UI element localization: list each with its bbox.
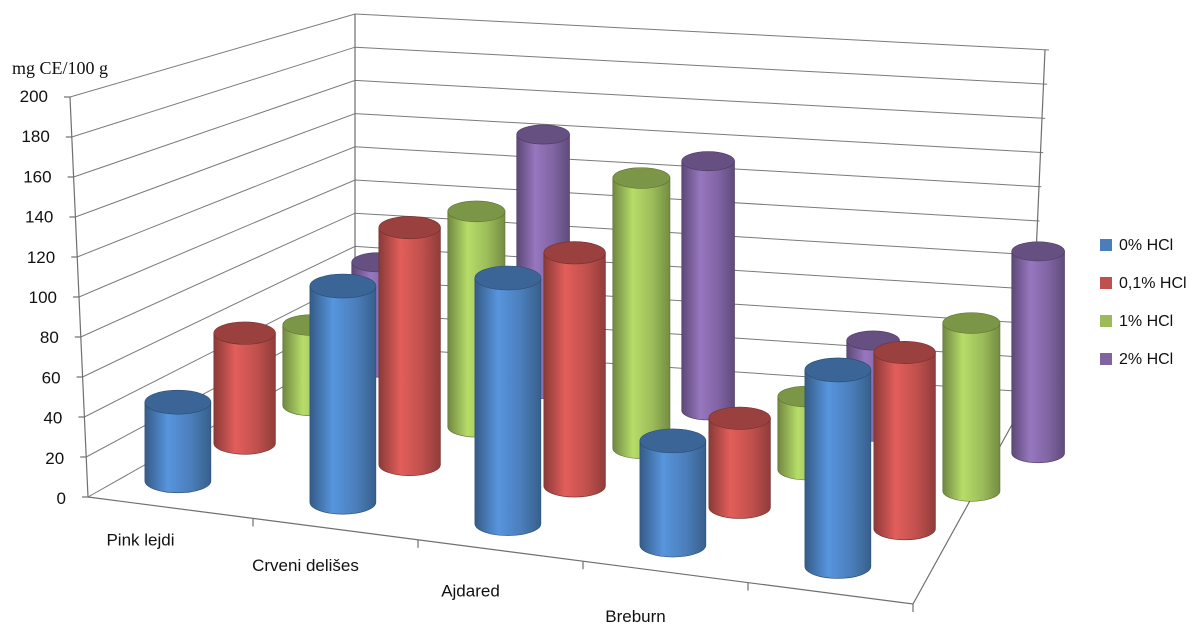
y-unit-label: mg CE/100 g bbox=[12, 58, 108, 78]
bar-top bbox=[309, 273, 377, 299]
bar bbox=[378, 216, 441, 476]
bar-body bbox=[873, 352, 936, 541]
y-tick-label: 0 bbox=[57, 489, 66, 508]
legend-swatch bbox=[1100, 277, 1112, 289]
legend-swatch bbox=[1100, 315, 1112, 327]
bar-top bbox=[144, 389, 212, 415]
bar bbox=[639, 428, 707, 558]
bar-body bbox=[144, 401, 212, 494]
bar bbox=[681, 151, 735, 421]
category-label: Crveni delišes bbox=[252, 556, 359, 575]
y-tick-label: 60 bbox=[42, 368, 61, 387]
legend-item: 0% HCl bbox=[1100, 237, 1173, 254]
y-tick-label: 140 bbox=[25, 208, 53, 227]
bar bbox=[144, 389, 212, 494]
legend: 0% HCl 0,1% HCl 1% HCl 2% HCl bbox=[1100, 237, 1187, 368]
bar-top bbox=[543, 241, 606, 265]
legend-swatch bbox=[1100, 239, 1112, 251]
bars bbox=[144, 124, 1065, 579]
bar-body bbox=[1011, 251, 1065, 464]
legend-swatch bbox=[1100, 353, 1112, 365]
bar bbox=[213, 321, 276, 455]
bar bbox=[873, 340, 936, 541]
bar-body bbox=[708, 417, 771, 519]
legend-label: 1% HCl bbox=[1119, 313, 1173, 330]
bar-top bbox=[378, 216, 441, 240]
bar bbox=[804, 357, 872, 579]
bar-top bbox=[516, 124, 570, 145]
bar bbox=[474, 265, 542, 536]
bar-top bbox=[942, 312, 1001, 334]
bar-body bbox=[378, 227, 441, 476]
bar-top bbox=[681, 151, 735, 172]
y-tick-label: 160 bbox=[23, 167, 51, 186]
bar-body bbox=[804, 369, 872, 579]
legend-item: 0,1% HCl bbox=[1100, 275, 1187, 292]
bar-body bbox=[612, 177, 671, 459]
legend-item: 2% HCl bbox=[1100, 351, 1173, 368]
bar-top bbox=[708, 406, 771, 430]
bar-body bbox=[639, 440, 707, 558]
bar-top bbox=[873, 340, 936, 364]
y-tick-label: 180 bbox=[21, 127, 49, 146]
y-tick-label: 80 bbox=[40, 328, 59, 347]
y-tick-label: 120 bbox=[27, 248, 55, 267]
category-label: Ajdared bbox=[441, 582, 500, 601]
category-label: Breburn bbox=[605, 607, 665, 626]
bar bbox=[612, 167, 671, 459]
gridline bbox=[69, 13, 1050, 98]
bar bbox=[942, 312, 1001, 502]
bar-top bbox=[612, 167, 671, 189]
bar-top bbox=[213, 321, 276, 345]
bar bbox=[543, 241, 606, 498]
bar-top bbox=[1011, 241, 1065, 262]
bar-body bbox=[681, 160, 735, 421]
category-label: Pink lejdi bbox=[106, 531, 174, 550]
bar bbox=[1011, 241, 1065, 464]
bar-body bbox=[474, 277, 542, 536]
y-tick-label: 40 bbox=[43, 409, 62, 428]
y-tick-label: 200 bbox=[20, 87, 48, 106]
bar bbox=[309, 273, 377, 515]
bar-top bbox=[447, 200, 506, 223]
bar-body bbox=[942, 322, 1001, 502]
bar-body bbox=[543, 252, 606, 498]
bar-top bbox=[474, 265, 542, 291]
y-tick-label: 100 bbox=[29, 288, 57, 307]
y-tick-labels: 0 20 40 60 80 100 120 140 160 180 200 bbox=[20, 87, 88, 508]
legend-label: 2% HCl bbox=[1119, 351, 1173, 368]
bar-body bbox=[309, 285, 377, 515]
y-tick-label: 20 bbox=[45, 449, 64, 468]
bar-top bbox=[639, 428, 707, 454]
bar-top bbox=[804, 357, 872, 383]
legend-label: 0% HCl bbox=[1119, 237, 1173, 254]
legend-item: 1% HCl bbox=[1100, 313, 1173, 330]
bar-body bbox=[213, 332, 276, 455]
legend-label: 0,1% HCl bbox=[1119, 275, 1187, 292]
bar bbox=[708, 406, 771, 519]
